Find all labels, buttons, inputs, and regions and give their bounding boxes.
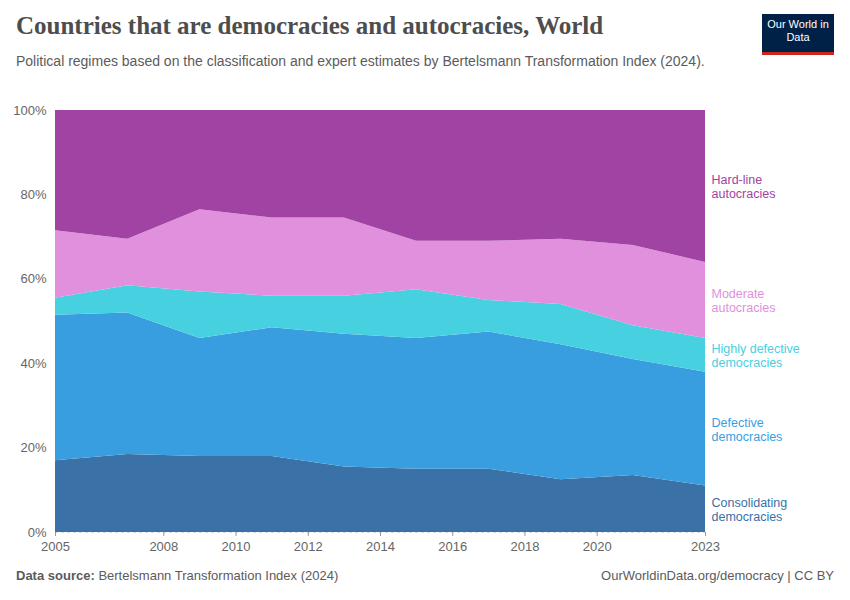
- svg-text:2016: 2016: [438, 539, 467, 554]
- html-text:Data source: Bertelsmann Trans: Data source: Bertelsmann Transformation …: [16, 568, 339, 583]
- svg-text:2020: 2020: [583, 539, 612, 554]
- svg-text:2023: 2023: [691, 539, 720, 554]
- svg-text:2014: 2014: [366, 539, 395, 554]
- svg-text:60%: 60%: [20, 271, 46, 286]
- svg-text:Hard-lineautocracies: Hard-lineautocracies: [712, 173, 776, 201]
- svg-text:0%: 0%: [28, 525, 47, 540]
- svg-text:Defectivedemocracies: Defectivedemocracies: [712, 416, 783, 444]
- svg-text:2018: 2018: [510, 539, 539, 554]
- svg-text:Highly defectivedemocracies: Highly defectivedemocracies: [712, 342, 800, 370]
- svg-text:2010: 2010: [222, 539, 251, 554]
- html-text:Political regimes based on the: Political regimes based on the classific…: [16, 53, 705, 69]
- svg-text:80%: 80%: [20, 187, 46, 202]
- svg-text:Consolidatingdemocracies: Consolidatingdemocracies: [712, 496, 788, 524]
- svg-text:Moderateautocracies: Moderateautocracies: [712, 287, 776, 315]
- svg-text:2012: 2012: [294, 539, 323, 554]
- html-text:Our World in Data: Our World in Data: [767, 18, 829, 43]
- svg-text:2005: 2005: [41, 539, 70, 554]
- html-text:OurWorldinData.org/democracy |: OurWorldinData.org/democracy | CC BY: [601, 568, 834, 583]
- html-text:Countries that are democracies: Countries that are democracies and autoc…: [16, 12, 604, 39]
- svg-text:100%: 100%: [13, 103, 47, 118]
- svg-text:40%: 40%: [20, 356, 46, 371]
- svg-text:20%: 20%: [20, 440, 46, 455]
- svg-text:2008: 2008: [149, 539, 178, 554]
